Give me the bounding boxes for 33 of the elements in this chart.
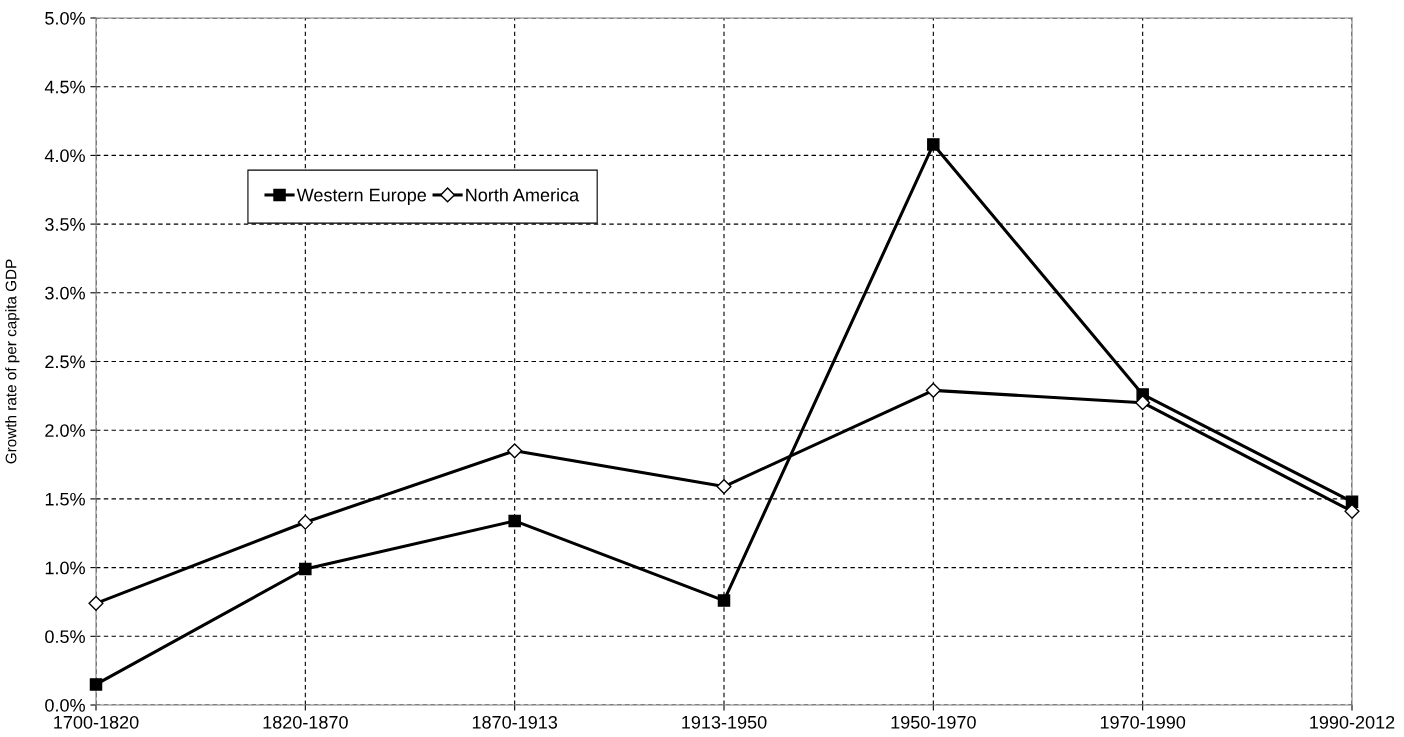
y-tick-label: 1.5%	[45, 492, 85, 506]
point	[1344, 503, 1360, 519]
x-tick-label: 1700-1820	[54, 715, 139, 729]
y-tick-label: 4.5%	[44, 80, 85, 94]
y-tick-label: 2.0%	[45, 424, 85, 437]
x-tick-label: 1913-1950	[682, 715, 767, 729]
point	[508, 514, 521, 528]
x-tick-label: 1950-1970	[891, 715, 976, 729]
point	[507, 443, 523, 459]
point	[88, 595, 104, 611]
y-tick-label: 0.5%	[45, 630, 85, 644]
y-tick-label: 4.0%	[44, 149, 85, 163]
point	[927, 138, 940, 151]
y-tick-label: 2.5%	[45, 355, 85, 369]
legend-label: Western Europe	[296, 188, 427, 206]
point	[299, 562, 312, 576]
y-axis-title: Growth rate of per capita GDP	[5, 259, 20, 464]
y-tick-label: 3.0%	[45, 286, 85, 300]
point	[717, 594, 731, 607]
y-tick-label: 3.5%	[45, 218, 85, 231]
x-tick-label: 1820-1870	[263, 715, 348, 729]
point	[1135, 395, 1151, 411]
y-tick-label: 1.0%	[45, 561, 85, 575]
y-tick-label: 5.0%	[45, 11, 85, 25]
x-tick-label: 1990-2012	[1310, 715, 1395, 729]
y-tick-label: 0.0%	[45, 698, 85, 712]
legend-label: North America	[466, 188, 580, 202]
point	[716, 478, 732, 495]
point	[297, 514, 313, 530]
x-tick-label: 1970-1990	[1100, 715, 1186, 729]
x-tick-label: 1870-1913	[472, 715, 558, 729]
point	[925, 382, 941, 398]
point	[89, 678, 103, 691]
